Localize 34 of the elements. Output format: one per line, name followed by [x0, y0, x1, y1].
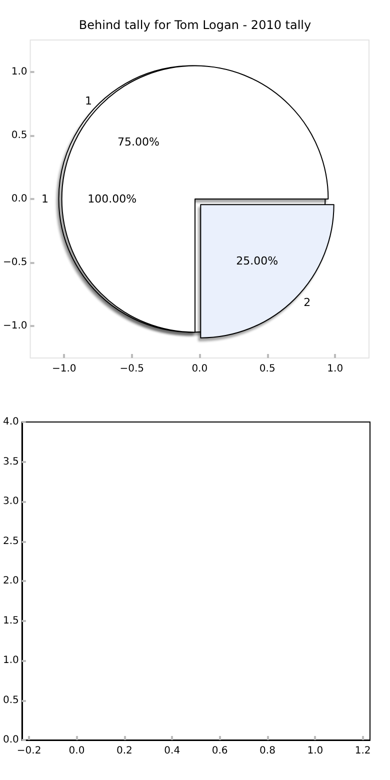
y-tick-label: 1.0 — [2, 655, 19, 666]
y-tick-label: 4.0 — [2, 416, 19, 428]
y-tick-label: −0.5 — [2, 257, 28, 268]
x-tick-label: −0.2 — [16, 746, 42, 756]
x-tick-label: −1.0 — [52, 364, 76, 374]
y-tick-label: 2.5 — [2, 536, 19, 547]
y-tick-label: −1.0 — [2, 320, 28, 332]
x-tick-label: 0.2 — [116, 746, 132, 756]
x-tick-label: 0.5 — [259, 364, 276, 374]
y-tick-label: 3.0 — [2, 496, 19, 507]
chart-title: Behind tally for Tom Logan - 2010 tally — [78, 18, 312, 32]
x-tick-label: 0.8 — [260, 746, 276, 756]
slice-label: 1 — [85, 94, 92, 108]
x-tick-label: 1.2 — [354, 746, 371, 756]
data-label: 100.00% — [88, 192, 137, 206]
y-tick-label: 2.0 — [2, 576, 19, 586]
x-tick-label: −0.5 — [120, 364, 144, 374]
y-tick-label: 3.5 — [2, 456, 19, 468]
y-tick-label: 0.5 — [11, 130, 28, 141]
data-label: 25.00% — [236, 254, 278, 268]
slice-label: 2 — [304, 296, 311, 310]
y-tick-label: 1.0 — [11, 66, 28, 78]
x-tick-label: 0.0 — [192, 364, 208, 374]
x-tick-label: 0.6 — [212, 746, 228, 756]
y-tick-label: 0.5 — [2, 694, 19, 706]
x-tick-label: 0.0 — [68, 746, 85, 756]
x-tick-label: 0.4 — [164, 746, 180, 756]
data-label: 75.00% — [118, 136, 160, 149]
y-tick-label: 0.0 — [2, 734, 19, 746]
slice-label: 1 — [41, 192, 48, 206]
y-tick-label: 1.5 — [2, 615, 19, 626]
x-tick-label: 1.0 — [327, 364, 344, 374]
y-tick-label: 0.0 — [11, 194, 28, 204]
x-tick-label: 1.0 — [307, 746, 324, 756]
